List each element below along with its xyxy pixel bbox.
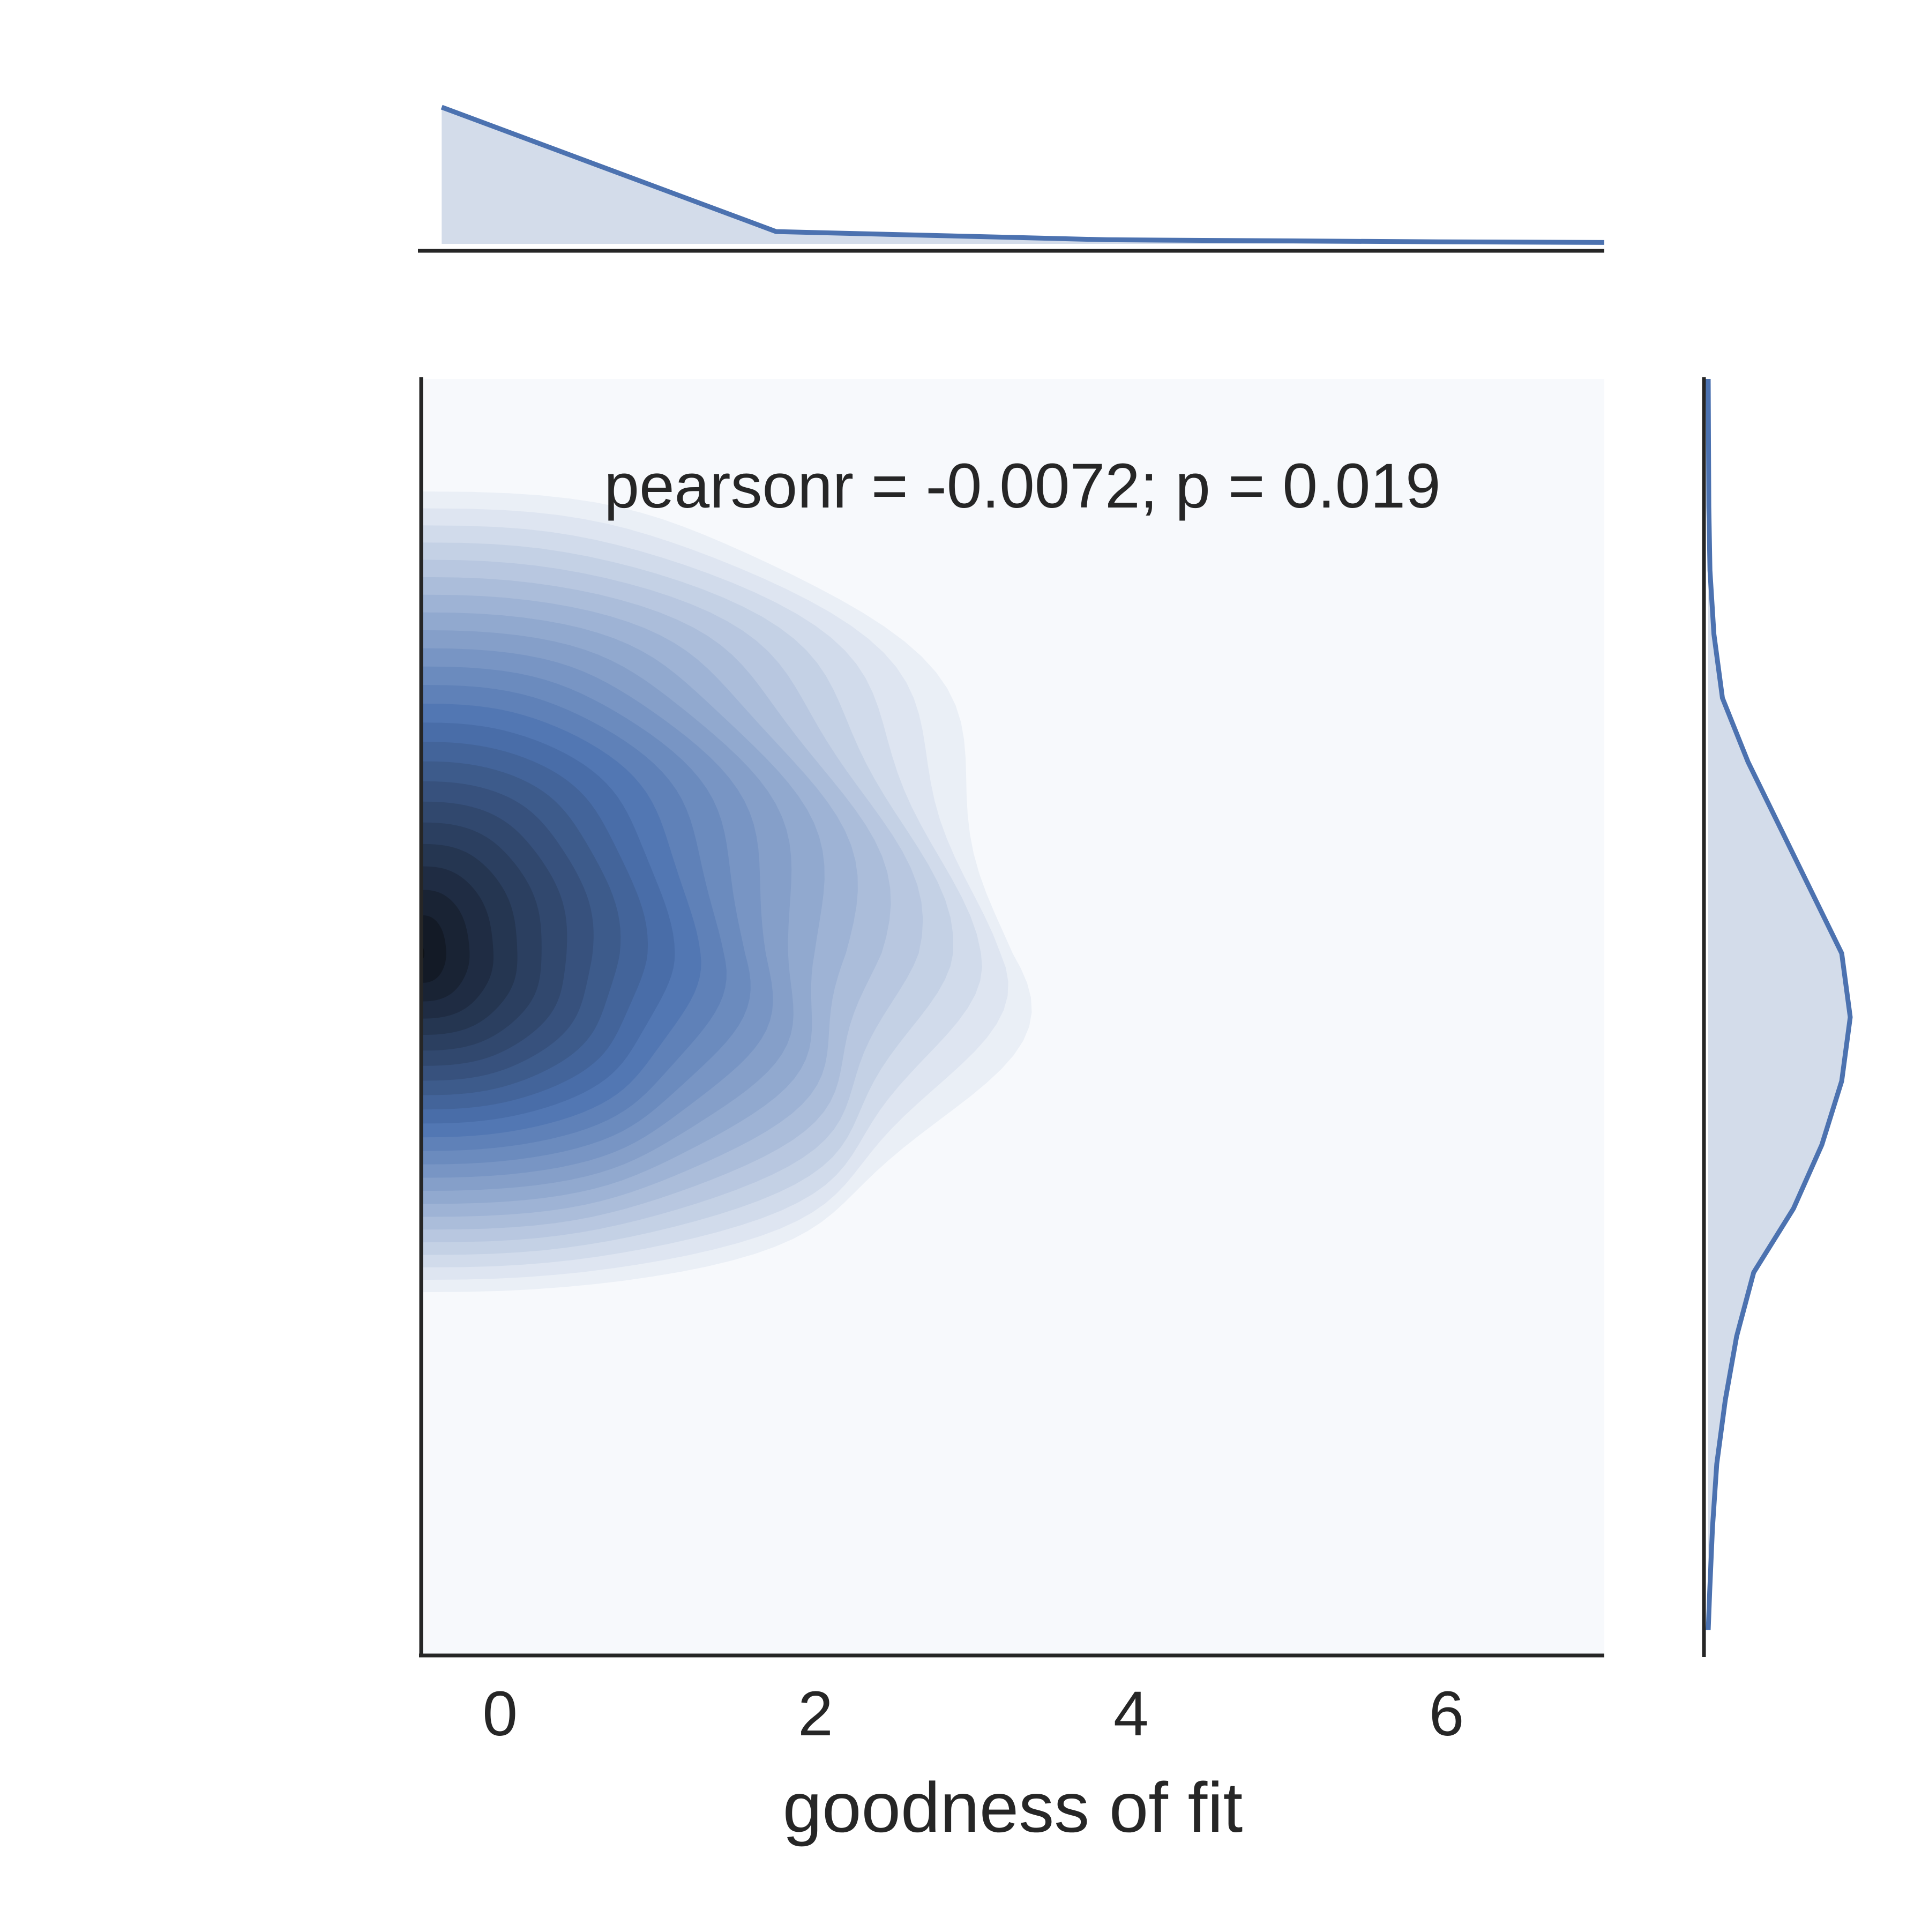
top-marginal-kde	[440, 105, 1604, 245]
kde-panel	[421, 379, 1604, 1655]
right-marginal-fill	[1708, 379, 1850, 1630]
top-marginal-fill	[442, 107, 1604, 244]
x-tick-label: 2	[798, 1679, 833, 1749]
kde-contour-level-23	[421, 915, 446, 983]
x-tick-label: 6	[1429, 1679, 1464, 1749]
kde-contour-level-24	[421, 947, 424, 960]
x-tick-label: 4	[1113, 1679, 1149, 1749]
x-tick-labels: 0 2 4 6	[482, 1679, 1464, 1749]
x-axis-label: goodness of fit	[783, 1768, 1243, 1847]
right-marginal-line	[1706, 379, 1853, 1630]
right-marginal-kde	[1706, 379, 1853, 1630]
pearson-annotation: pearsonr = -0.0072; p = 0.019	[604, 451, 1440, 521]
x-tick-label: 0	[482, 1679, 518, 1749]
top-marginal-line	[440, 105, 1604, 245]
kde-contours	[421, 491, 1032, 1293]
